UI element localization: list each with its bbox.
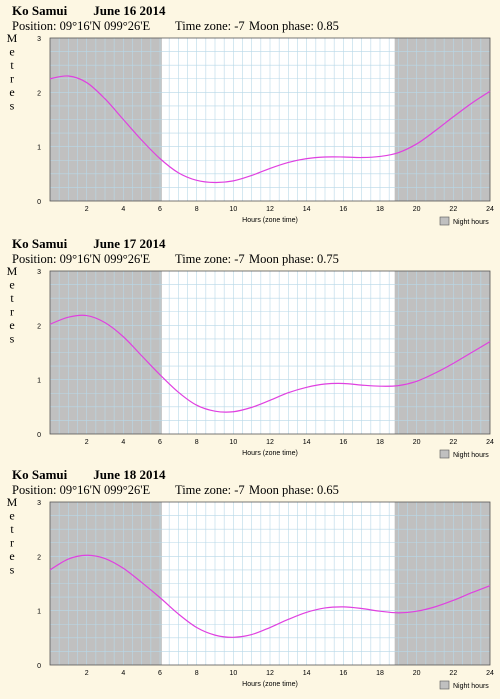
y-tick-label: 3	[37, 269, 41, 276]
position-text: Position: 09°16'N 099°26'E	[12, 19, 151, 33]
y-tick-label: 2	[37, 90, 41, 97]
x-tick-label: 12	[266, 206, 274, 213]
panel-info: Position: 09°16'N 099°26'E Time zone: -7 M…	[12, 252, 339, 267]
x-tick-label: 22	[449, 439, 457, 446]
y-tick-label: 0	[37, 432, 41, 439]
x-tick-label: 22	[449, 206, 457, 213]
x-tick-label: 16	[339, 439, 347, 446]
position-text: Position: 09°16'N 099°26'E	[12, 483, 151, 497]
x-tick-label: 14	[303, 439, 311, 446]
panel-title: Ko Samui June 17 2014	[12, 236, 166, 252]
plot-frame	[49, 270, 491, 435]
x-tick-label: 20	[413, 439, 421, 446]
timezone-text: Time zone: -7	[175, 252, 245, 266]
x-tick-label: 6	[158, 439, 162, 446]
tide-height-line	[49, 314, 491, 413]
legend-label: Night hours	[453, 683, 489, 690]
x-tick-label: 10	[229, 670, 237, 677]
panel-date: June 16 2014	[93, 3, 166, 18]
moon-phase-text: Moon phase: 0.85	[249, 19, 339, 33]
x-tick-label: 10	[229, 439, 237, 446]
x-tick-label: 14	[303, 670, 311, 677]
x-axis-label: Hours (zone time)	[242, 217, 298, 224]
x-tick-label: 2	[85, 439, 89, 446]
legend-swatch	[439, 680, 450, 690]
y-tick-label: 0	[37, 199, 41, 206]
tide-panel: Ko Samui June 17 2014 Position: 09°16'N 09…	[0, 236, 500, 468]
x-axis-label: Hours (zone time)	[242, 450, 298, 457]
x-tick-label: 16	[339, 206, 347, 213]
location-name: Ko Samui	[12, 467, 68, 482]
x-tick-label: 10	[229, 206, 237, 213]
y-tick-label: 2	[37, 323, 41, 330]
y-tick-label: 3	[37, 500, 41, 507]
panel-info: Position: 09°16'N 099°26'E Time zone: -7 M…	[12, 19, 339, 34]
position-text: Position: 09°16'N 099°26'E	[12, 252, 151, 266]
legend-swatch	[439, 216, 450, 226]
x-tick-label: 14	[303, 206, 311, 213]
x-tick-label: 8	[195, 206, 199, 213]
x-tick-label: 24	[486, 439, 494, 446]
location-name: Ko Samui	[12, 236, 68, 251]
x-tick-label: 18	[376, 206, 384, 213]
x-tick-label: 4	[121, 439, 125, 446]
x-tick-label: 24	[486, 206, 494, 213]
y-tick-label: 1	[37, 378, 41, 385]
y-tick-label: 0	[37, 663, 41, 670]
legend-label: Night hours	[453, 452, 489, 459]
x-tick-label: 2	[85, 206, 89, 213]
tide-height-line	[49, 75, 491, 184]
timezone-text: Time zone: -7	[175, 19, 245, 33]
x-tick-label: 24	[486, 670, 494, 677]
moon-phase-text: Moon phase: 0.75	[249, 252, 339, 266]
y-tick-label: 2	[37, 554, 41, 561]
panel-title: Ko Samui June 18 2014	[12, 467, 166, 483]
x-tick-label: 18	[376, 670, 384, 677]
x-tick-label: 20	[413, 670, 421, 677]
x-axis-label: Hours (zone time)	[242, 681, 298, 688]
x-tick-label: 12	[266, 670, 274, 677]
tide-panel: Ko Samui June 18 2014 Position: 09°16'N 09…	[0, 467, 500, 699]
x-tick-label: 12	[266, 439, 274, 446]
y-tick-label: 1	[37, 145, 41, 152]
plot-frame	[49, 501, 491, 666]
legend-swatch	[439, 449, 450, 459]
x-tick-label: 4	[121, 206, 125, 213]
timezone-text: Time zone: -7	[175, 483, 245, 497]
x-tick-label: 6	[158, 670, 162, 677]
legend-label: Night hours	[453, 219, 489, 226]
x-tick-label: 6	[158, 206, 162, 213]
panel-date: June 17 2014	[93, 236, 166, 251]
panel-date: June 18 2014	[93, 467, 166, 482]
moon-phase-text: Moon phase: 0.65	[249, 483, 339, 497]
tide-height-line	[49, 554, 491, 638]
plot-frame	[49, 37, 491, 202]
x-tick-label: 2	[85, 670, 89, 677]
x-tick-label: 18	[376, 439, 384, 446]
x-tick-label: 22	[449, 670, 457, 677]
panel-info: Position: 09°16'N 099°26'E Time zone: -7 M…	[12, 483, 339, 498]
x-tick-label: 16	[339, 670, 347, 677]
x-tick-label: 8	[195, 670, 199, 677]
x-tick-label: 4	[121, 670, 125, 677]
x-tick-label: 8	[195, 439, 199, 446]
location-name: Ko Samui	[12, 3, 68, 18]
y-tick-label: 1	[37, 609, 41, 616]
tide-panel: Ko Samui June 16 2014 Position: 09°16'N 09…	[0, 3, 500, 235]
x-tick-label: 20	[413, 206, 421, 213]
panel-title: Ko Samui June 16 2014	[12, 3, 166, 19]
y-tick-label: 3	[37, 36, 41, 43]
